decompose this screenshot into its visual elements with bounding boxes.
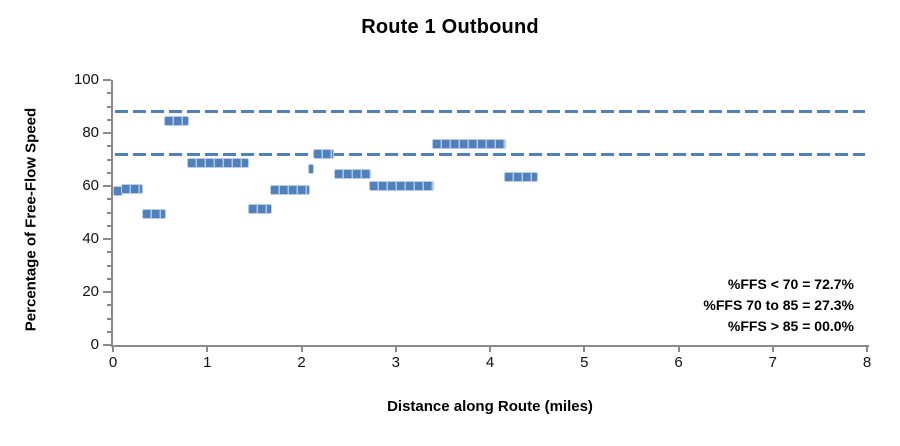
y-major-tick [103, 132, 111, 134]
data-segment [188, 159, 248, 168]
annotation-block: %FFS < 70 = 72.7% %FFS 70 to 85 = 27.3% … [703, 274, 854, 337]
x-tick [394, 347, 397, 352]
y-tick-label: 80 [82, 124, 99, 141]
reference-line [115, 152, 865, 156]
data-segment [370, 182, 434, 190]
x-tick-label: 6 [674, 354, 683, 371]
y-minor-tick [107, 330, 111, 333]
y-axis-line [111, 80, 113, 347]
x-tick-label: 2 [297, 354, 306, 371]
annotation-line-above-85: %FFS > 85 = 00.0% [727, 318, 854, 334]
chart-title: Route 1 Outbound [361, 16, 539, 38]
y-minor-tick [107, 171, 111, 174]
x-tick [112, 347, 114, 352]
y-minor-tick [107, 198, 111, 201]
y-minor-tick [107, 224, 111, 227]
y-axis-label: Percentage of Free-Flow Speed [22, 107, 40, 332]
x-tick [771, 347, 774, 352]
annotation-line-below-70: %FFS < 70 = 72.7% [727, 276, 854, 292]
data-segment [335, 170, 371, 179]
y-minor-tick [107, 158, 111, 161]
x-tick-label: 5 [580, 354, 589, 371]
data-segment [505, 172, 538, 181]
y-major-tick [103, 344, 111, 346]
y-minor-tick [107, 118, 111, 121]
y-minor-tick [107, 211, 111, 214]
x-axis-line [111, 345, 869, 347]
y-minor-tick [107, 145, 111, 148]
y-tick-label: 60 [82, 177, 99, 194]
x-tick-label: 7 [768, 354, 777, 371]
y-tick-label: 0 [90, 336, 99, 353]
y-tick-label: 100 [73, 71, 99, 88]
x-axis-label: Distance along Route (miles) [387, 398, 593, 415]
data-segment [113, 187, 123, 196]
y-minor-tick [107, 92, 111, 95]
data-segment [433, 139, 506, 148]
x-tick [583, 347, 586, 352]
y-minor-tick [107, 105, 111, 108]
x-tick [206, 347, 209, 352]
y-major-tick [103, 79, 111, 81]
x-tick-label: 3 [391, 354, 400, 371]
y-major-tick [103, 291, 111, 293]
data-segment [309, 164, 314, 173]
y-minor-tick [107, 277, 111, 280]
y-minor-tick [107, 264, 111, 267]
data-segment [248, 204, 272, 213]
x-tick-label: 8 [862, 354, 872, 371]
y-major-tick [103, 185, 111, 187]
data-segment [143, 209, 165, 218]
y-minor-tick [107, 251, 111, 254]
data-segment [271, 185, 310, 194]
y-minor-tick [107, 304, 111, 307]
x-tick [866, 347, 868, 352]
y-tick-label: 40 [82, 230, 99, 247]
x-tick-label: 0 [108, 354, 118, 371]
data-segment [164, 117, 189, 126]
plot-area: %FFS < 70 = 72.7% %FFS 70 to 85 = 27.3% … [74, 71, 871, 371]
y-minor-tick [107, 317, 111, 320]
x-tick-label: 1 [203, 354, 212, 371]
y-tick-label: 20 [82, 283, 99, 300]
data-segment [122, 184, 143, 193]
x-tick [677, 347, 680, 352]
x-tick-label: 4 [485, 354, 495, 371]
reference-line [115, 110, 865, 114]
y-major-tick [103, 238, 111, 240]
data-segment [313, 150, 333, 159]
annotation-line-70-to-85: %FFS 70 to 85 = 27.3% [703, 297, 854, 313]
x-tick [489, 347, 491, 352]
x-tick [300, 347, 303, 352]
